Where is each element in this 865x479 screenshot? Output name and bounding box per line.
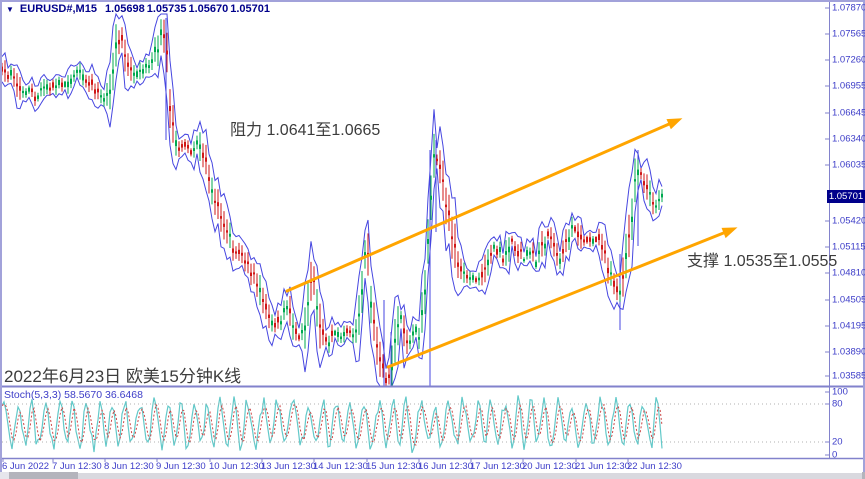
- quote-value: 1.05735: [146, 3, 187, 15]
- quote-value: 1.05701: [230, 3, 271, 15]
- trendline-channel[interactable]: [285, 118, 738, 369]
- stochastic-lines: [1, 395, 827, 454]
- time-axis-label: 6 Jun 2022: [2, 461, 50, 472]
- stochastic-indicator-label: Stoch(5,3,3) 58.5670 36.6468: [4, 389, 143, 401]
- time-axis-label: 20 Jun 12:30: [522, 461, 577, 472]
- time-axis-label: 9 Jun 12:30: [156, 461, 206, 472]
- time-axis-label: 10 Jun 12:30: [209, 461, 264, 472]
- time-axis-label: 8 Jun 12:30: [104, 461, 154, 472]
- symbol-timeframe-label: EURUSD#,M15: [19, 3, 97, 15]
- time-axis-label: 15 Jun 12:30: [366, 461, 421, 472]
- scrollbar-corner: [0, 472, 9, 479]
- quote-value: 1.05698: [104, 3, 145, 15]
- support-annotation[interactable]: 支撑 1.0535至1.0555: [687, 253, 838, 270]
- current-price-badge: 1.05701: [827, 190, 865, 203]
- window-border-right: [863, 0, 865, 472]
- time-axis-label: 7 Jun 12:30: [52, 461, 102, 472]
- bollinger-bands: [1, 12, 663, 387]
- resistance-annotation[interactable]: 阻力 1.0641至1.0665: [230, 122, 381, 139]
- ohlc-quotes: 1.05698 1.05735 1.05670 1.05701: [103, 3, 270, 15]
- time-axis-label: 21 Jun 12:30: [575, 461, 630, 472]
- chart-header: ▼ EURUSD#,M15 1.05698 1.05735 1.05670 1.057…: [6, 3, 270, 15]
- time-axis-label: 16 Jun 12:30: [418, 461, 473, 472]
- time-axis-label: 22 Jun 12:30: [627, 461, 682, 472]
- window-border-top: [0, 0, 865, 2]
- time-axis-label: 14 Jun 12:30: [313, 461, 368, 472]
- pane-separators: [0, 0, 865, 460]
- chart-collapse-icon[interactable]: ▼: [6, 4, 14, 14]
- date-caption-annotation[interactable]: 2022年6月23日 欧美15分钟K线: [4, 367, 242, 386]
- candlesticks: [1, 19, 663, 386]
- horizontal-scrollbar-thumb[interactable]: [78, 472, 862, 479]
- quote-value: 1.05670: [188, 3, 229, 15]
- time-axis-label: 13 Jun 12:30: [261, 461, 316, 472]
- time-axis[interactable]: 6 Jun 2022 7 Jun 12:30 8 Jun 12:30 9 Jun 12…: [0, 461, 865, 473]
- time-axis-label: 17 Jun 12:30: [470, 461, 525, 472]
- window-border-left: [0, 0, 2, 472]
